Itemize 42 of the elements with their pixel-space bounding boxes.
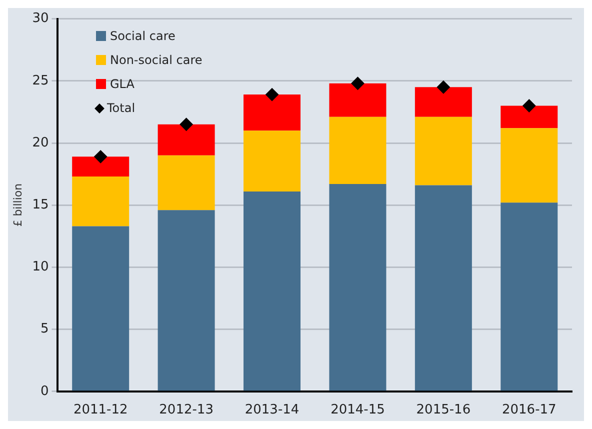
bar — [244, 130, 301, 192]
y-tick-label: 25 — [32, 73, 49, 88]
bar — [329, 116, 386, 184]
y-tick-label: 20 — [32, 135, 49, 150]
legend-label: Social care — [110, 29, 176, 43]
bar — [500, 106, 558, 128]
point — [180, 118, 193, 131]
bar — [158, 124, 215, 156]
bar — [414, 87, 472, 117]
point — [351, 76, 364, 90]
bar — [414, 185, 472, 391]
point — [436, 80, 450, 94]
bar — [500, 202, 558, 391]
legend-label: Non-social care — [110, 53, 202, 67]
y-tick-label: 5 — [40, 322, 49, 337]
y-tick-label: 0 — [40, 384, 49, 399]
y-tick-label: 15 — [32, 197, 49, 212]
legend-label: Total — [107, 101, 136, 115]
bar — [72, 156, 130, 177]
point — [522, 99, 536, 112]
bar — [414, 116, 472, 186]
bar — [329, 184, 386, 391]
bar — [500, 128, 558, 203]
y-tick-label: 30 — [32, 11, 49, 26]
bar — [244, 191, 301, 391]
bar — [72, 226, 130, 391]
bar — [329, 83, 386, 117]
bar — [158, 210, 215, 391]
bar — [244, 94, 301, 131]
legend-label: GLA — [110, 77, 134, 91]
bar — [72, 176, 130, 226]
x-tick-label: 2011-12 — [73, 402, 128, 418]
y-tick-label: 10 — [32, 260, 49, 275]
x-tick-label: 2016-17 — [502, 402, 556, 418]
bar — [158, 155, 215, 210]
x-tick-label: 2014-15 — [330, 402, 385, 418]
point — [266, 88, 279, 102]
x-tick-label: 2015-16 — [416, 402, 471, 418]
x-tick-label: 2012-13 — [159, 402, 214, 418]
y-axis-title: £ billion — [11, 183, 24, 227]
point — [94, 150, 108, 164]
x-tick-label: 2013-14 — [244, 402, 300, 418]
